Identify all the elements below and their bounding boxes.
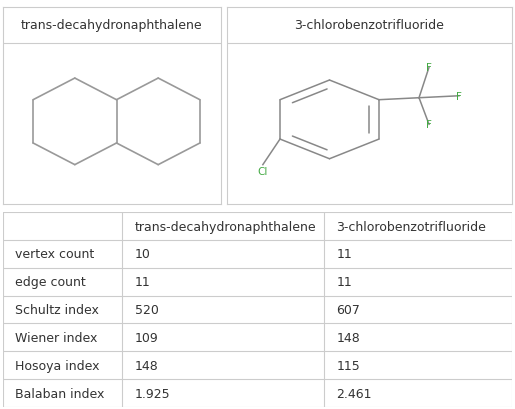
Text: 2.461: 2.461 (336, 387, 372, 400)
Text: 607: 607 (336, 303, 360, 316)
Text: edge count: edge count (15, 276, 86, 288)
Text: trans-decahydronaphthalene: trans-decahydronaphthalene (21, 19, 203, 32)
Text: Schultz index: Schultz index (15, 303, 99, 316)
Text: 10: 10 (135, 248, 151, 261)
Text: F: F (456, 92, 462, 101)
Text: 1.925: 1.925 (135, 387, 171, 400)
Text: Balaban index: Balaban index (15, 387, 105, 400)
Text: 3-chlorobenzotrifluoride: 3-chlorobenzotrifluoride (295, 19, 444, 32)
Text: 11: 11 (336, 248, 352, 261)
Text: trans-decahydronaphthalene: trans-decahydronaphthalene (135, 220, 317, 233)
Text: vertex count: vertex count (15, 248, 95, 261)
Text: 148: 148 (135, 359, 159, 372)
Text: F: F (426, 120, 432, 130)
Text: 11: 11 (135, 276, 151, 288)
Text: Cl: Cl (258, 166, 268, 176)
Text: 520: 520 (135, 303, 159, 316)
Text: 3-chlorobenzotrifluoride: 3-chlorobenzotrifluoride (336, 220, 486, 233)
Text: 148: 148 (336, 331, 360, 344)
Text: 109: 109 (135, 331, 159, 344)
Text: 115: 115 (336, 359, 360, 372)
Text: 11: 11 (336, 276, 352, 288)
Text: Wiener index: Wiener index (15, 331, 98, 344)
Text: Hosoya index: Hosoya index (15, 359, 100, 372)
Text: F: F (426, 63, 432, 73)
